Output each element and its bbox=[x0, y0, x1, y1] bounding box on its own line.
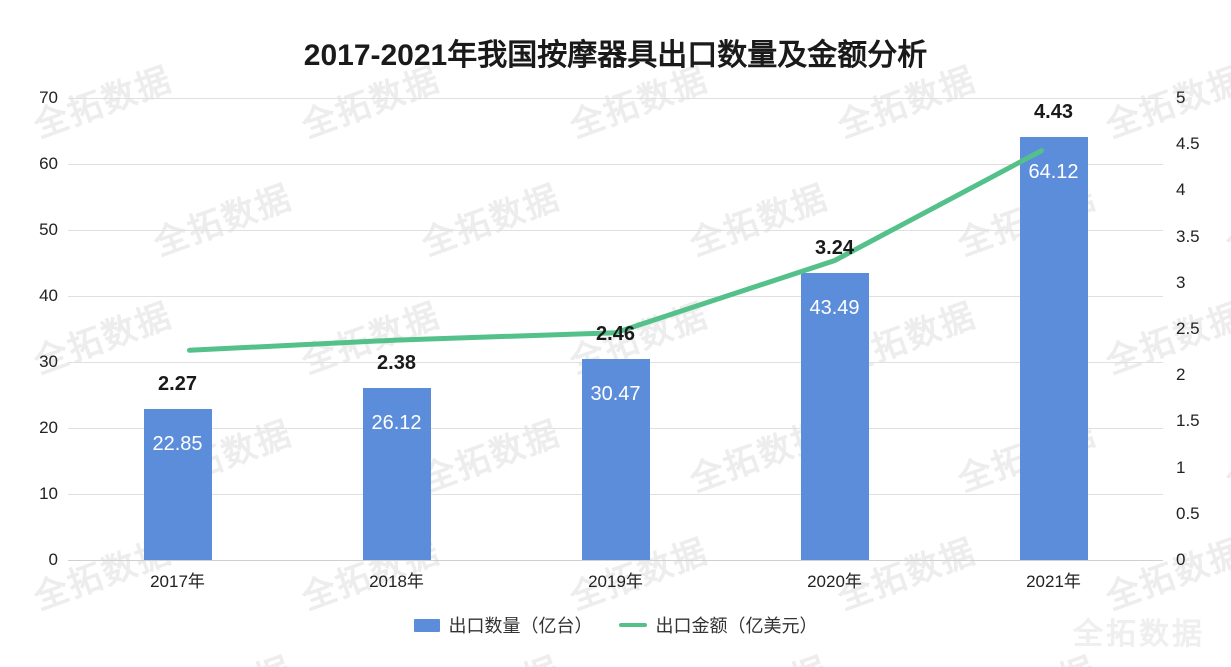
line-value-label: 2.27 bbox=[158, 373, 197, 396]
right-axis-tick-label: 5 bbox=[1176, 88, 1186, 107]
left-axis-tick-label: 60 bbox=[39, 154, 58, 173]
line-value-label: 2.38 bbox=[377, 351, 416, 374]
right-axis-tick-label: 1.5 bbox=[1176, 411, 1200, 431]
x-axis-tick-label: 2020年 bbox=[807, 572, 862, 591]
right-axis-tick-label: 0 bbox=[1176, 550, 1186, 569]
left-axis-tick-label: 30 bbox=[39, 352, 58, 371]
right-axis-tick-label: 2.5 bbox=[1176, 319, 1200, 338]
right-axis-tick-label: 0.5 bbox=[1176, 503, 1200, 523]
line-value-label: 2.46 bbox=[596, 322, 635, 345]
x-axis-tick-label: 2018年 bbox=[369, 572, 424, 591]
legend-label-bar: 出口数量（亿台） bbox=[448, 616, 593, 636]
x-axis-tick-label: 2021年 bbox=[1026, 572, 1081, 591]
x-axis-tick-label: 2017年 bbox=[150, 572, 205, 591]
watermark-text: 全拓数据 bbox=[146, 642, 298, 667]
gridline bbox=[68, 98, 1163, 99]
gridline bbox=[68, 230, 1163, 231]
right-axis-tick-label: 2 bbox=[1176, 365, 1186, 385]
right-axis-tick-label: 4.5 bbox=[1176, 134, 1200, 154]
gridline bbox=[68, 164, 1163, 165]
x-axis-tick-label: 2019年 bbox=[588, 572, 643, 591]
watermark-text: 全拓数据 bbox=[414, 642, 566, 667]
left-axis-tick-label: 0 bbox=[48, 550, 58, 569]
left-axis-tick-label: 10 bbox=[39, 484, 58, 503]
legend-item-line[interactable]: 出口金额（亿美元） bbox=[618, 612, 818, 638]
corner-watermark: 全拓数据 bbox=[1073, 618, 1205, 651]
gridline bbox=[68, 296, 1163, 297]
line-value-label: 4.43 bbox=[1034, 100, 1073, 123]
right-axis-tick-label: 3.5 bbox=[1176, 226, 1200, 246]
line-value-label: 3.24 bbox=[815, 236, 854, 259]
legend-bar-swatch-icon bbox=[413, 618, 440, 632]
left-axis-tick-label: 50 bbox=[39, 220, 58, 239]
right-axis-tick-label: 1 bbox=[1176, 457, 1186, 477]
legend-line-swatch-icon bbox=[618, 623, 647, 627]
watermark-text: 全拓数据 bbox=[1218, 642, 1231, 667]
gridline bbox=[68, 560, 1163, 561]
right-axis-tick-label: 3 bbox=[1176, 272, 1186, 292]
left-axis-tick-label: 40 bbox=[39, 286, 58, 305]
line-series bbox=[187, 148, 1044, 353]
watermark-text: 全拓数据 bbox=[682, 642, 834, 667]
legend-label-line: 出口金额（亿美元） bbox=[655, 616, 818, 636]
right-axis-tick-label: 4 bbox=[1176, 180, 1186, 200]
chart-title: 2017-2021年我国按摩器具出口数量及金额分析 bbox=[303, 39, 928, 72]
left-axis-tick-label: 70 bbox=[39, 88, 58, 107]
chart-legend: 出口数量（亿台） 出口金额（亿美元） bbox=[0, 612, 1231, 638]
left-axis-tick-label: 20 bbox=[39, 418, 58, 437]
legend-item-bar[interactable]: 出口数量（亿台） bbox=[413, 612, 593, 638]
